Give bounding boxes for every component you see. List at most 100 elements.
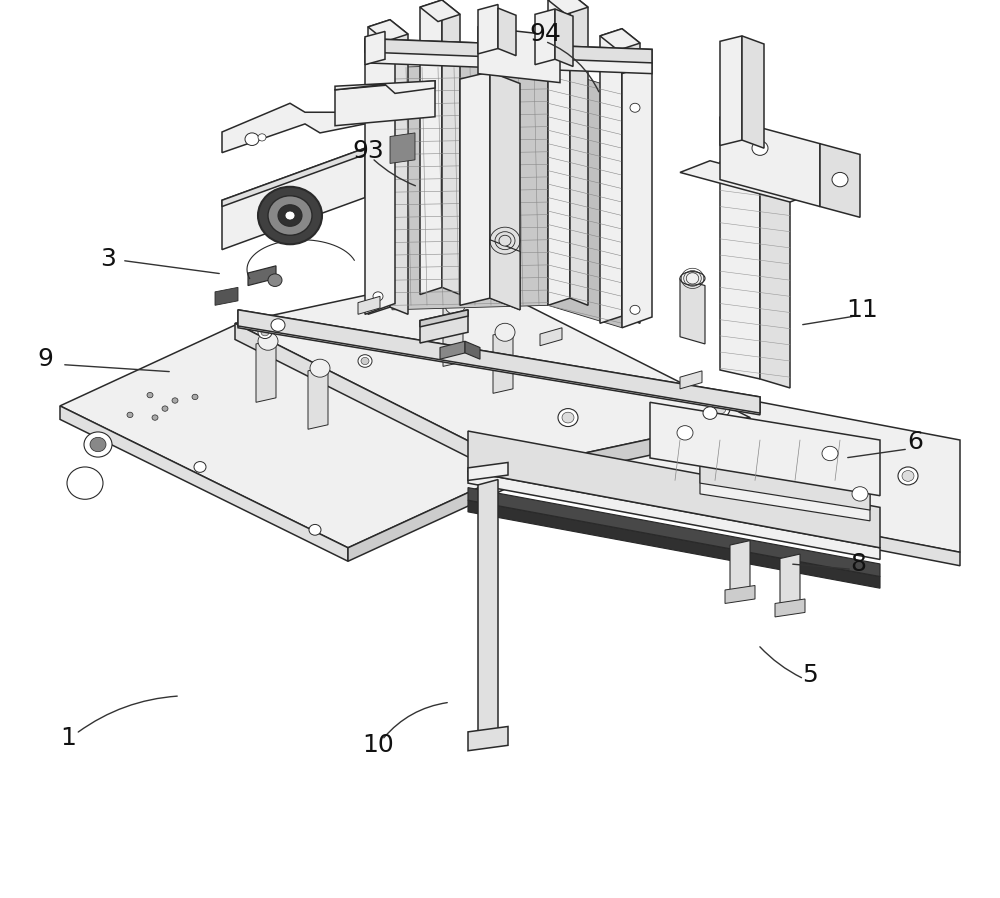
Polygon shape (468, 500, 880, 588)
Polygon shape (820, 144, 860, 217)
Text: 5: 5 (802, 664, 818, 687)
Polygon shape (60, 325, 520, 548)
Polygon shape (720, 117, 820, 207)
Text: 1: 1 (60, 726, 76, 750)
Polygon shape (235, 274, 750, 467)
Polygon shape (468, 726, 508, 751)
Text: 11: 11 (846, 298, 878, 321)
Polygon shape (60, 406, 348, 561)
Text: 94: 94 (529, 22, 561, 46)
Circle shape (770, 471, 790, 489)
Polygon shape (365, 39, 652, 63)
Polygon shape (493, 330, 513, 393)
Polygon shape (520, 357, 960, 552)
Polygon shape (725, 585, 755, 603)
Polygon shape (478, 480, 498, 737)
Circle shape (309, 524, 321, 535)
Circle shape (714, 403, 726, 414)
Polygon shape (465, 341, 480, 359)
Circle shape (839, 520, 845, 525)
Polygon shape (720, 162, 760, 379)
Polygon shape (730, 541, 750, 597)
Polygon shape (365, 31, 385, 65)
Circle shape (268, 196, 312, 235)
Circle shape (852, 487, 868, 501)
Text: 93: 93 (352, 139, 384, 163)
Circle shape (373, 103, 383, 112)
Polygon shape (548, 0, 570, 305)
Circle shape (774, 475, 786, 486)
Polygon shape (420, 310, 468, 327)
Circle shape (832, 172, 848, 187)
Polygon shape (335, 81, 435, 93)
Polygon shape (548, 0, 588, 14)
Polygon shape (535, 9, 555, 65)
Polygon shape (520, 418, 750, 483)
Circle shape (703, 407, 717, 419)
Polygon shape (420, 0, 460, 22)
Circle shape (601, 378, 609, 385)
Circle shape (285, 211, 295, 220)
Polygon shape (308, 366, 328, 429)
Polygon shape (460, 72, 490, 305)
Polygon shape (700, 465, 870, 521)
Polygon shape (680, 371, 702, 389)
Polygon shape (498, 8, 516, 56)
Circle shape (822, 446, 838, 461)
Polygon shape (390, 133, 415, 163)
Polygon shape (420, 0, 442, 295)
Circle shape (499, 235, 511, 246)
Polygon shape (622, 29, 640, 323)
Polygon shape (742, 36, 764, 148)
Polygon shape (390, 20, 408, 314)
Circle shape (147, 392, 153, 398)
Circle shape (278, 205, 302, 226)
Polygon shape (760, 171, 790, 388)
Polygon shape (540, 328, 562, 346)
Circle shape (710, 400, 730, 418)
Polygon shape (238, 310, 760, 413)
Circle shape (162, 406, 168, 411)
Polygon shape (420, 310, 468, 343)
Circle shape (448, 292, 462, 304)
Circle shape (562, 412, 574, 423)
Polygon shape (600, 29, 640, 50)
Circle shape (358, 355, 372, 367)
Circle shape (261, 329, 269, 336)
Polygon shape (222, 103, 365, 153)
Polygon shape (520, 357, 960, 566)
Polygon shape (490, 240, 520, 310)
Polygon shape (548, 67, 622, 328)
Polygon shape (368, 20, 390, 314)
Polygon shape (720, 36, 742, 145)
Ellipse shape (680, 271, 705, 286)
Polygon shape (775, 599, 805, 617)
Circle shape (310, 359, 330, 377)
Polygon shape (238, 310, 760, 415)
Circle shape (495, 323, 515, 341)
Circle shape (598, 375, 612, 388)
Polygon shape (248, 266, 276, 286)
Text: 9: 9 (37, 348, 53, 371)
Circle shape (258, 326, 272, 339)
Polygon shape (335, 81, 435, 126)
Circle shape (245, 133, 259, 145)
Circle shape (258, 134, 266, 141)
Polygon shape (490, 72, 520, 310)
Polygon shape (365, 39, 652, 74)
Polygon shape (680, 161, 820, 202)
Polygon shape (348, 469, 520, 561)
Polygon shape (270, 211, 310, 224)
Polygon shape (555, 9, 573, 66)
Circle shape (373, 292, 383, 301)
Polygon shape (222, 148, 365, 250)
Circle shape (152, 415, 158, 420)
Circle shape (172, 398, 178, 403)
Polygon shape (468, 471, 880, 559)
Circle shape (630, 305, 640, 314)
Circle shape (67, 467, 103, 499)
Circle shape (90, 437, 106, 452)
Circle shape (630, 103, 640, 112)
Text: 8: 8 (850, 552, 866, 576)
Text: 3: 3 (100, 247, 116, 270)
